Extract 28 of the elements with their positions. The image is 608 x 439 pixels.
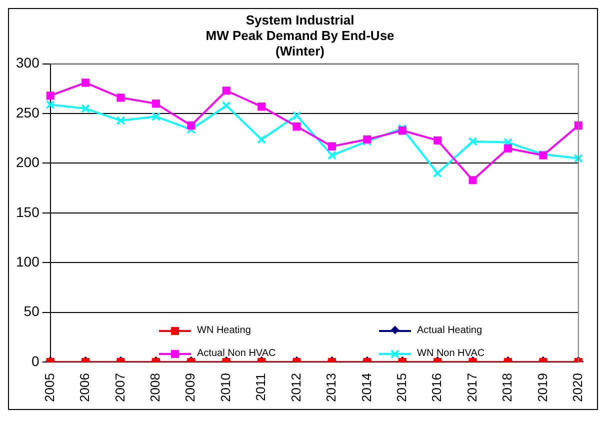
x-tick-label: 2011 [253, 373, 268, 402]
x-tick-label: 2012 [288, 373, 304, 402]
legend-label: WN Heating [197, 325, 251, 336]
legend-label: Actual Non HVAC [197, 348, 276, 359]
x-tick-label: 2009 [182, 373, 198, 402]
y-tick-label: 300 [16, 54, 40, 71]
x-tick-label: 2018 [500, 373, 515, 402]
y-tick-label: 200 [16, 154, 40, 170]
y-tick-label: 50 [24, 303, 40, 320]
y-tick-label: 250 [16, 104, 40, 120]
y-tick-label: 100 [16, 254, 40, 270]
y-tick-label: 150 [16, 204, 40, 220]
x-tick-label: 2016 [429, 373, 444, 402]
x-tick-label: 2007 [112, 373, 128, 402]
y-tick-label: 0 [32, 352, 40, 369]
chart-title: System Industrial MW Peak Demand By End-Use (Winter) [206, 12, 394, 59]
x-tick-label: 2015 [394, 373, 409, 402]
x-tick-label: 2006 [77, 373, 92, 402]
x-tick-label: 2017 [464, 373, 480, 402]
x-tick-label: 2005 [42, 373, 57, 402]
x-tick-label: 2013 [324, 373, 339, 402]
x-tick-label: 2008 [148, 373, 163, 402]
x-tick-label: 2010 [218, 373, 233, 402]
x-tick-label: 2019 [534, 373, 550, 402]
x-tick-label: 2014 [358, 373, 374, 402]
x-tick-label: 2020 [570, 373, 585, 402]
legend-label: WN Non HVAC [417, 348, 485, 359]
legend-label: Actual Heating [417, 325, 482, 336]
